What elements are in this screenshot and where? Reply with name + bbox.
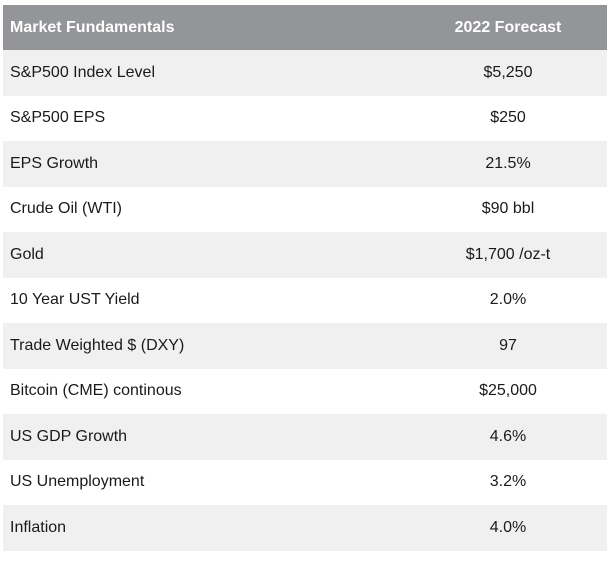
header-value: 2022 Forecast xyxy=(454,18,562,36)
table-row: Trade Weighted $ (DXY) 97 xyxy=(3,323,607,369)
table-row: US GDP Growth 4.6% xyxy=(3,414,607,460)
row-label: EPS Growth xyxy=(10,154,99,172)
row-value: $90 bbl xyxy=(481,200,535,218)
row-value: $250 xyxy=(490,109,526,127)
row-value: $25,000 xyxy=(479,382,537,400)
row-label: S&P500 Index Level xyxy=(10,63,155,81)
row-label: US GDP Growth xyxy=(10,427,128,445)
row-value: 21.5% xyxy=(485,154,531,172)
row-label: Crude Oil (WTI) xyxy=(10,200,122,218)
table-row: 10 Year UST Yield 2.0% xyxy=(3,278,607,324)
row-label: Inflation xyxy=(10,518,67,536)
table-row: US Unemployment 3.2% xyxy=(3,460,607,506)
row-label: US Unemployment xyxy=(10,473,145,491)
table-row: Bitcoin (CME) continous $25,000 xyxy=(3,369,607,415)
row-value: 97 xyxy=(499,336,517,354)
table-row: Crude Oil (WTI) $90 bbl xyxy=(3,187,607,233)
row-label: Trade Weighted $ (DXY) xyxy=(10,336,185,354)
row-value: 3.2% xyxy=(489,473,527,491)
header-label: Market Fundamentals xyxy=(10,18,175,36)
table-row: S&P500 Index Level $5,250 xyxy=(3,50,607,96)
row-label: S&P500 EPS xyxy=(10,109,106,127)
row-label: Bitcoin (CME) continous xyxy=(10,382,182,400)
forecast-table: Market Fundamentals 2022 Forecast S&P500… xyxy=(3,5,607,551)
row-value: 4.0% xyxy=(489,518,527,536)
table-row: S&P500 EPS $250 xyxy=(3,96,607,142)
table-header: Market Fundamentals 2022 Forecast xyxy=(3,5,607,50)
row-label: Gold xyxy=(10,245,44,263)
row-value: 2.0% xyxy=(489,291,527,309)
table-row: Inflation 4.0% xyxy=(3,505,607,551)
table-row: Gold $1,700 /oz-t xyxy=(3,232,607,278)
row-value: 4.6% xyxy=(489,427,527,445)
row-value: $1,700 /oz-t xyxy=(465,245,551,263)
row-label: 10 Year UST Yield xyxy=(10,291,140,309)
table-row: EPS Growth 21.5% xyxy=(3,141,607,187)
row-value: $5,250 xyxy=(483,63,533,81)
